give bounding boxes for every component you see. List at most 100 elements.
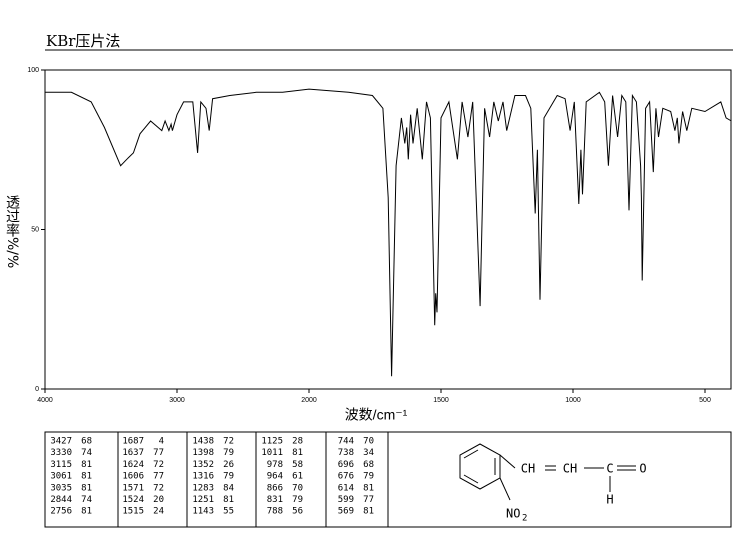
peak-transmittance: 81 <box>292 448 303 458</box>
peak-transmittance: 70 <box>363 437 374 447</box>
peak-wavenumber: 3115 <box>50 460 72 470</box>
bond <box>499 477 511 501</box>
y-axis-label: 透过率%/% <box>4 195 20 269</box>
atom-label: H <box>606 493 613 507</box>
peak-wavenumber: 866 <box>267 483 283 493</box>
peak-transmittance: 68 <box>81 437 92 447</box>
peak-table: 3427 68 1687 4 1438 72 1125 28 744 70 3330 74 1637 77… <box>50 432 374 527</box>
peak-wavenumber: 1125 <box>261 437 283 447</box>
peak-transmittance: 24 <box>153 507 164 517</box>
x-tick-label: 1000 <box>565 397 581 404</box>
peak-transmittance: 81 <box>81 483 92 493</box>
peak-wavenumber: 1515 <box>122 507 144 517</box>
peak-wavenumber: 3427 <box>50 437 72 447</box>
peak-transmittance: 84 <box>223 483 234 493</box>
peak-transmittance: 79 <box>363 472 374 482</box>
peak-transmittance: 56 <box>292 507 303 517</box>
peak-transmittance: 72 <box>223 437 234 447</box>
peak-wavenumber: 831 <box>267 495 283 505</box>
title: KBr压片法 <box>46 32 120 50</box>
peak-transmittance: 61 <box>292 472 303 482</box>
peak-wavenumber: 1251 <box>192 495 214 505</box>
peak-transmittance: 81 <box>81 460 92 470</box>
peak-wavenumber: 599 <box>338 495 354 505</box>
peak-transmittance: 77 <box>363 495 374 505</box>
peak-wavenumber: 1624 <box>122 460 144 470</box>
peak-transmittance: 79 <box>223 448 234 458</box>
structure <box>459 443 636 501</box>
peak-transmittance: 74 <box>81 448 92 458</box>
peak-transmittance: 20 <box>153 495 164 505</box>
x-axis-label: 波数/cm⁻¹ <box>345 407 408 423</box>
peak-transmittance: 70 <box>292 483 303 493</box>
peak-transmittance: 81 <box>223 495 234 505</box>
peak-transmittance: 77 <box>153 448 164 458</box>
peak-transmittance: 72 <box>153 483 164 493</box>
peak-wavenumber: 1316 <box>192 472 214 482</box>
x-tick-label: 2000 <box>301 397 317 404</box>
peak-wavenumber: 569 <box>338 507 354 517</box>
peak-transmittance: 58 <box>292 460 303 470</box>
peak-transmittance: 55 <box>223 507 234 517</box>
x-tick-label: 1500 <box>433 397 449 404</box>
peak-wavenumber: 2844 <box>50 495 72 505</box>
peak-wavenumber: 3330 <box>50 448 72 458</box>
y-tick-label: 0 <box>35 386 39 393</box>
bond <box>499 454 516 469</box>
atom-label: NO <box>506 507 520 521</box>
peak-wavenumber: 738 <box>338 448 354 458</box>
ring-bond <box>463 474 479 484</box>
peak-wavenumber: 1438 <box>192 437 214 447</box>
peak-wavenumber: 614 <box>338 483 354 493</box>
atom-subscript: 2 <box>522 514 527 524</box>
ring-bond <box>463 449 479 459</box>
peak-transmittance: 34 <box>363 448 374 458</box>
peak-wavenumber: 1143 <box>192 507 214 517</box>
peak-wavenumber: 3061 <box>50 472 72 482</box>
peak-transmittance: 81 <box>363 507 374 517</box>
peak-wavenumber: 978 <box>267 460 283 470</box>
atom-label: O <box>639 462 646 476</box>
peak-transmittance: 28 <box>292 437 303 447</box>
peak-wavenumber: 3035 <box>50 483 72 493</box>
peak-wavenumber: 1283 <box>192 483 214 493</box>
peak-transmittance: 81 <box>81 472 92 482</box>
peak-wavenumber: 788 <box>267 507 283 517</box>
peak-wavenumber: 1606 <box>122 472 144 482</box>
peak-wavenumber: 1011 <box>261 448 283 458</box>
peak-transmittance: 68 <box>363 460 374 470</box>
peak-transmittance: 79 <box>292 495 303 505</box>
peak-wavenumber: 2756 <box>50 507 72 517</box>
peak-transmittance: 26 <box>223 460 234 470</box>
y-tick-label: 100 <box>27 67 39 74</box>
x-tick-label: 3000 <box>169 397 185 404</box>
peak-transmittance: 72 <box>153 460 164 470</box>
peak-wavenumber: 1637 <box>122 448 144 458</box>
peak-wavenumber: 1398 <box>192 448 214 458</box>
peak-wavenumber: 1687 <box>122 437 144 447</box>
atom-label: C <box>606 462 613 476</box>
peak-transmittance: 79 <box>223 472 234 482</box>
peak-transmittance: 81 <box>363 483 374 493</box>
peak-wavenumber: 676 <box>338 472 354 482</box>
atom-label: CH <box>521 462 535 476</box>
y-tick-label: 50 <box>31 226 39 233</box>
peak-transmittance: 81 <box>81 507 92 517</box>
peak-wavenumber: 696 <box>338 460 354 470</box>
x-tick-label: 500 <box>699 397 711 404</box>
peak-wavenumber: 964 <box>267 472 283 482</box>
peak-wavenumber: 1571 <box>122 483 144 493</box>
peak-transmittance: 4 <box>159 437 164 447</box>
spectrum-line <box>45 88 732 377</box>
peak-wavenumber: 744 <box>338 437 354 447</box>
y-label-box: 透过率%/% <box>4 195 20 269</box>
peak-wavenumber: 1352 <box>192 460 214 470</box>
peak-transmittance: 77 <box>153 472 164 482</box>
x-tick-label: 4000 <box>37 397 53 404</box>
peak-wavenumber: 1524 <box>122 495 144 505</box>
plot-frame <box>44 69 732 390</box>
benzene-ring <box>459 443 501 490</box>
atom-label: CH <box>563 462 577 476</box>
peak-transmittance: 74 <box>81 495 92 505</box>
